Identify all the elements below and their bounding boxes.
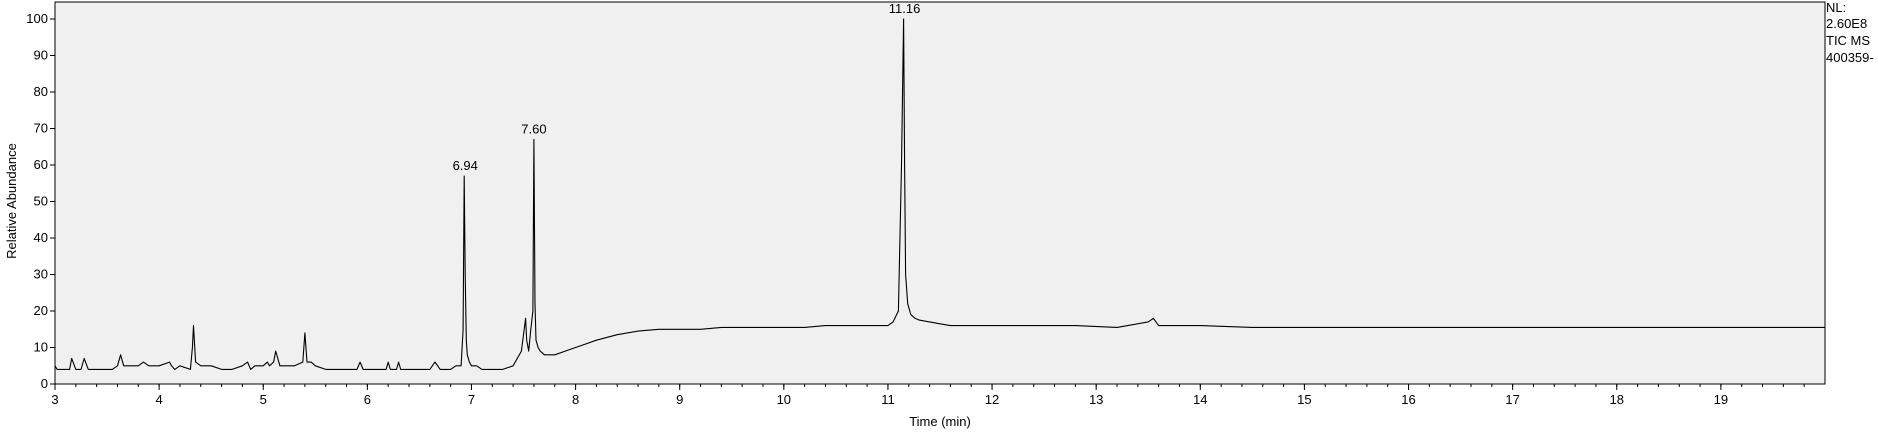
- x-tick-label: 18: [1610, 392, 1624, 407]
- peak-label: 11.16: [889, 1, 921, 16]
- y-tick-label: 20: [34, 303, 48, 318]
- y-axis-title: Relative Abundance: [4, 143, 19, 259]
- series-layer: [54, 18, 1825, 370]
- x-tick-label: 4: [156, 392, 163, 407]
- peak-label: 7.60: [521, 121, 546, 136]
- x-tick-label: 16: [1401, 392, 1415, 407]
- y-tick-label: 70: [34, 121, 48, 136]
- info-line-3: TIC MS: [1826, 33, 1870, 48]
- series-line-0: [54, 18, 1825, 370]
- y-axis: 0 10 20 30 40 50 60 70 80 90 100: [26, 11, 55, 391]
- info-line-1: NL:: [1826, 0, 1846, 15]
- x-axis: 3 4 5 6 7 8 9 10 11 12 13 14 15 16 17 18 19: [51, 384, 1805, 407]
- y-tick-label: 30: [34, 267, 48, 282]
- info-line-4: 400359-: [1826, 50, 1874, 65]
- y-tick-label: 100: [26, 11, 48, 26]
- x-tick-label: 17: [1505, 392, 1519, 407]
- x-tick-label: 3: [51, 392, 58, 407]
- x-tick-label: 9: [676, 392, 683, 407]
- x-tick-label: 12: [985, 392, 999, 407]
- x-tick-label: 14: [1193, 392, 1207, 407]
- x-tick-label: 6: [364, 392, 371, 407]
- y-tick-label: 50: [34, 194, 48, 209]
- x-tick-label: 13: [1089, 392, 1103, 407]
- plot-area: [54, 1, 1826, 385]
- y-tick-label: 0: [41, 376, 48, 391]
- x-tick-label: 7: [468, 392, 475, 407]
- info-block: NL: 2.60E8 TIC MS 400359-: [1826, 0, 1874, 65]
- y-tick-label: 10: [34, 340, 48, 355]
- y-tick-label: 40: [34, 230, 48, 245]
- x-tick-label: 10: [777, 392, 791, 407]
- y-tick-label: 60: [34, 157, 48, 172]
- peak-label: 6.94: [453, 158, 478, 173]
- x-tick-label: 5: [260, 392, 267, 407]
- peak-labels: 6.94 7.60 11.16: [453, 1, 921, 173]
- info-line-2: 2.60E8: [1826, 16, 1867, 31]
- x-tick-label: 11: [881, 392, 895, 407]
- y-tick-label: 80: [34, 84, 48, 99]
- x-tick-label: 19: [1714, 392, 1728, 407]
- y-tick-label: 90: [34, 48, 48, 63]
- x-axis-title: Time (min): [909, 414, 971, 429]
- x-tick-label: 8: [572, 392, 579, 407]
- x-tick-label: 15: [1297, 392, 1311, 407]
